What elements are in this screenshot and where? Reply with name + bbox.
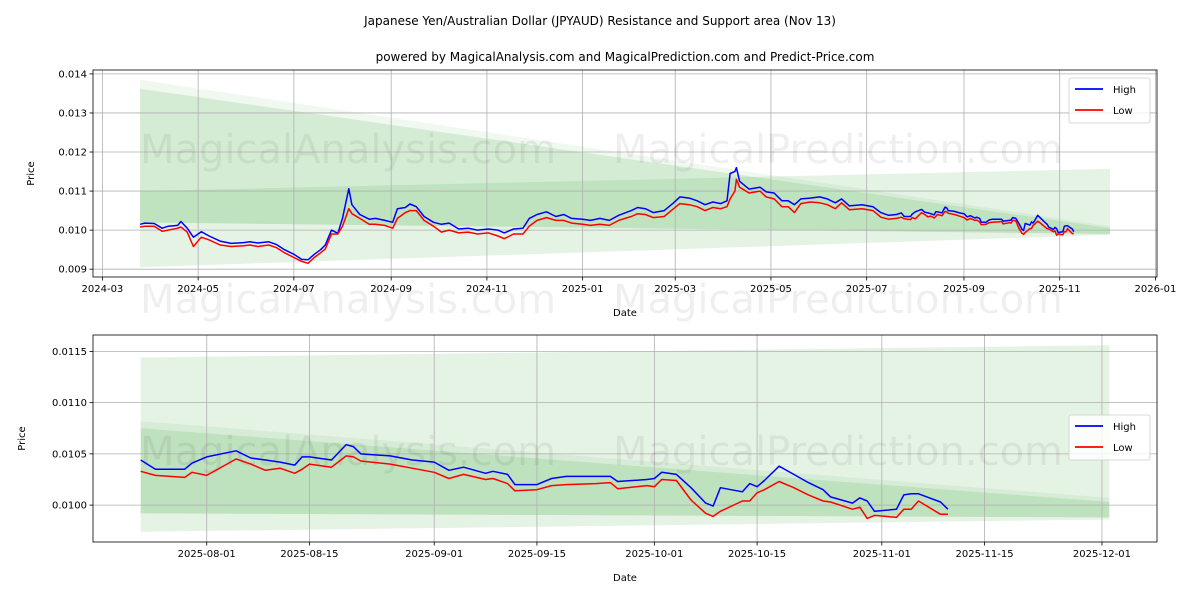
legend: High Low <box>1068 414 1151 461</box>
x-tick-label: 2024-05 <box>177 284 219 295</box>
legend-low-label: Low <box>1113 106 1133 117</box>
y-tick-label: 0.0100 <box>52 501 87 512</box>
y-tick-label: 0.0110 <box>52 398 87 409</box>
y-tick-label: 0.0115 <box>52 347 87 358</box>
legend-box <box>1068 414 1151 461</box>
x-tick-label: 2025-11 <box>1039 284 1081 295</box>
support-band <box>140 345 1110 532</box>
y-axis-label: Price <box>17 426 28 450</box>
y-tick-label: 0.011 <box>58 187 87 198</box>
low-line <box>139 178 1074 265</box>
x-tick-label: 2025-05 <box>750 284 792 295</box>
chart-title: Japanese Yen/Australian Dollar (JPYAUD) … <box>363 14 836 28</box>
watermark-prediction: MagicalPrediction.com <box>613 429 1063 475</box>
y-tick-label: 0.013 <box>58 108 87 119</box>
resistance-outer-band <box>140 421 1110 518</box>
x-tick-label: 2025-03 <box>654 284 696 295</box>
watermark-prediction: MagicalPrediction.com <box>613 277 1063 323</box>
resistance-band <box>140 428 1110 518</box>
high-line <box>140 443 949 513</box>
y-tick-label: 0.009 <box>58 265 87 276</box>
x-tick-label: 2024-11 <box>466 284 508 295</box>
legend-high-label: High <box>1113 422 1136 433</box>
y-tick-label: 0.012 <box>58 148 87 159</box>
y-tick-label: 0.010 <box>58 226 87 237</box>
x-tick-label: 2025-09-15 <box>508 549 566 560</box>
x-tick-label: 2024-07 <box>273 284 315 295</box>
x-tick-label: 2024-09 <box>370 284 412 295</box>
x-tick-label: 2024-03 <box>82 284 124 295</box>
y-tick-label: 0.0105 <box>52 449 87 460</box>
x-axis-label: Date <box>613 308 637 319</box>
legend: High Low <box>1068 77 1151 124</box>
resistance-outer-band <box>140 79 1110 235</box>
x-tick-label: 2025-11-01 <box>853 549 911 560</box>
watermark-analysis: MagicalAnalysis.com <box>140 429 556 475</box>
y-tick-label: 0.014 <box>58 69 87 80</box>
axes-frame <box>92 69 1158 278</box>
bottom-chart: MagicalAnalysis.com MagicalPrediction.com… <box>17 334 1158 584</box>
x-tick-label: 2025-10-01 <box>625 549 683 560</box>
x-tick-label: 2025-01 <box>562 284 604 295</box>
x-tick-label: 2025-12-01 <box>1073 549 1131 560</box>
x-tick-label: 2025-10-15 <box>728 549 786 560</box>
watermark-prediction: MagicalPrediction.com <box>613 127 1063 173</box>
x-tick-label: 2025-08-01 <box>178 549 236 560</box>
resistance-band <box>140 88 1110 235</box>
axes-frame <box>92 334 1158 543</box>
x-axis-label: Date <box>613 573 637 584</box>
legend-low-label: Low <box>1113 443 1133 454</box>
chart-subtitle: powered by MagicalAnalysis.com and Magic… <box>376 50 875 64</box>
x-tick-label: 2025-08-15 <box>280 549 338 560</box>
watermark-analysis: MagicalAnalysis.com <box>140 127 556 173</box>
x-tick-label: 2025-11-15 <box>955 549 1013 560</box>
x-tick-label: 2026-01 <box>1135 284 1177 295</box>
low-line <box>140 455 948 520</box>
legend-high-label: High <box>1113 85 1136 96</box>
x-tick-label: 2025-07 <box>846 284 888 295</box>
top-chart: MagicalAnalysis.com MagicalPrediction.com… <box>26 69 1176 323</box>
high-line <box>139 166 1075 261</box>
y-axis-label: Price <box>26 161 37 185</box>
watermark-analysis: MagicalAnalysis.com <box>140 277 556 323</box>
legend-box <box>1068 77 1151 124</box>
x-tick-label: 2025-09-01 <box>405 549 463 560</box>
x-tick-label: 2025-09 <box>943 284 985 295</box>
